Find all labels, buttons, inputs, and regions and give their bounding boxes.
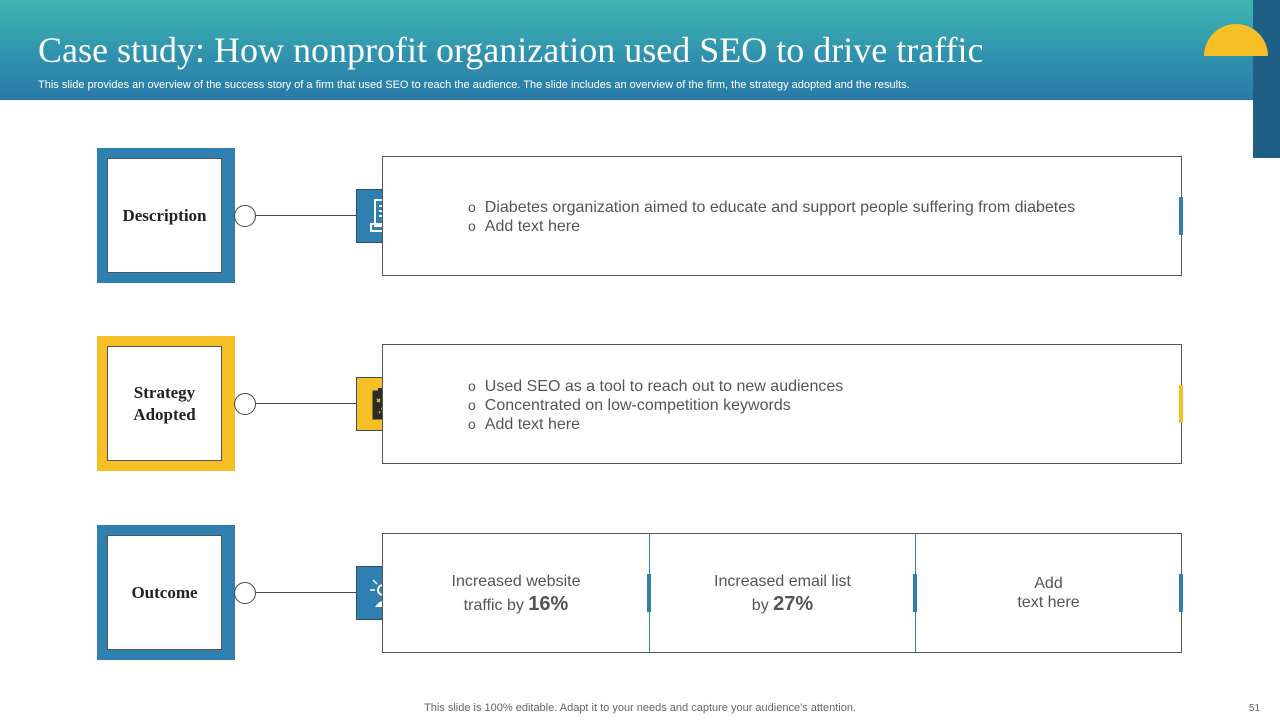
list-item: o Add text here	[468, 416, 580, 433]
box-accent	[1179, 574, 1183, 612]
description-label-box: Description	[97, 148, 235, 283]
list-item: o Diabetes organization aimed to educate …	[468, 199, 1076, 216]
footer-note: This slide is 100% editable. Adapt it to…	[424, 702, 856, 714]
side-accent-bar	[1253, 0, 1280, 158]
outcome-label: Outcome	[107, 535, 222, 650]
stat-value: 27%	[773, 592, 814, 615]
box-accent	[1179, 197, 1183, 235]
connector-line	[256, 403, 357, 404]
strategy-content-box: o Used SEO as a tool to reach out to new …	[382, 344, 1183, 464]
description-content-box: o Diabetes organization aimed to educate …	[382, 156, 1183, 276]
connector-line	[256, 215, 357, 216]
list-item: o Used SEO as a tool to reach out to new …	[468, 378, 844, 395]
divider-accent	[913, 574, 917, 612]
connector-line	[256, 592, 357, 593]
page-title: Case study: How nonprofit organization u…	[38, 30, 984, 70]
strategy-label: Strategy Adopted	[107, 346, 222, 461]
header-banner: Case study: How nonprofit organization u…	[0, 0, 1253, 100]
stat-value: 16%	[528, 592, 569, 615]
list-item: o Add text here	[468, 218, 580, 235]
outcome-cell-email: Increased email list by 27%	[714, 572, 851, 615]
outcome-cell-add: Add text here	[1017, 575, 1080, 611]
list-item: o Concentrated on low-competition keyword…	[468, 397, 791, 414]
description-bullets: o Diabetes organization aimed to educate …	[468, 198, 1075, 236]
page-subtitle: This slide provides an overview of the s…	[38, 79, 910, 91]
page-number: 51	[1249, 703, 1261, 714]
strategy-label-box: Strategy Adopted	[97, 336, 235, 471]
connector-node	[234, 393, 256, 415]
box-accent	[1179, 385, 1183, 423]
connector-node	[234, 205, 256, 227]
divider-accent	[647, 574, 651, 612]
strategy-bullets: o Used SEO as a tool to reach out to new …	[468, 377, 843, 434]
description-label: Description	[107, 158, 222, 273]
outcome-cell-website: Increased website traffic by 16%	[451, 572, 581, 615]
outcome-content-box: Increased website traffic by 16% Increase…	[382, 533, 1183, 653]
outcome-label-box: Outcome	[97, 525, 235, 660]
connector-node	[234, 582, 256, 604]
